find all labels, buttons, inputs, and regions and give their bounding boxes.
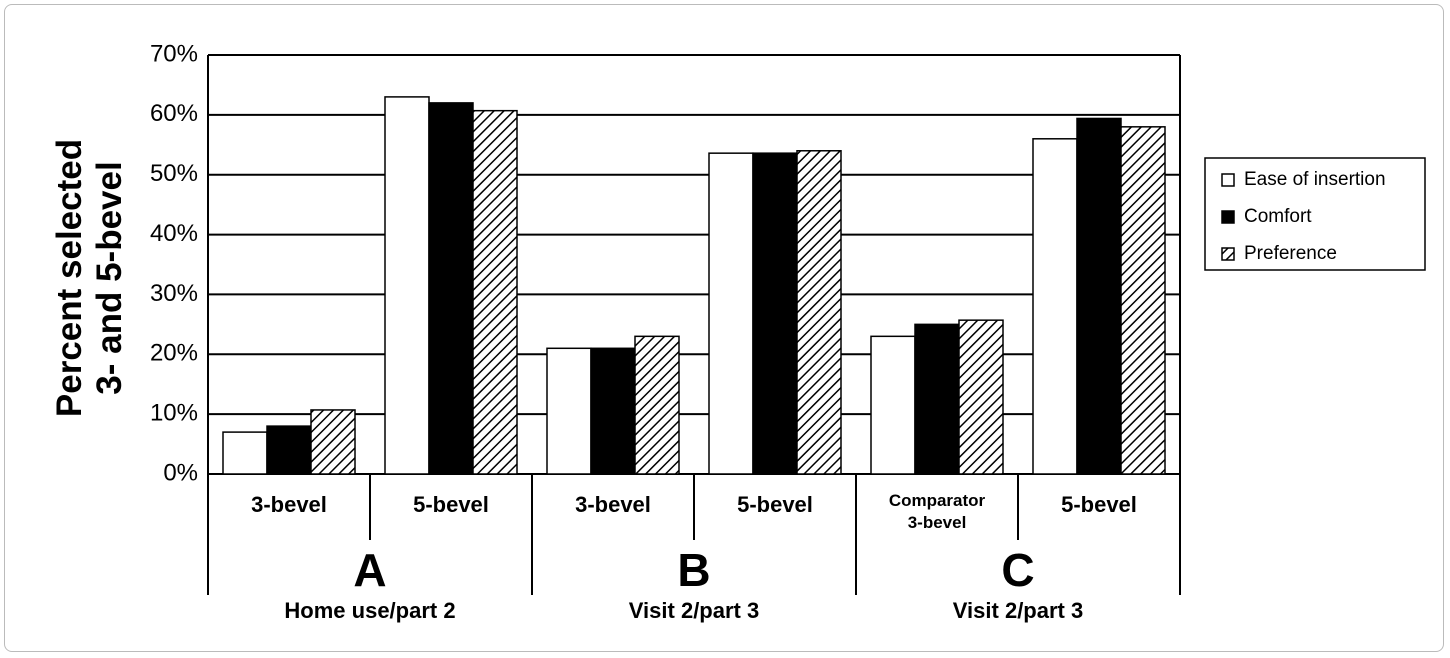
bar bbox=[958, 319, 1004, 475]
bar bbox=[796, 150, 842, 475]
bar bbox=[708, 152, 754, 475]
bar bbox=[428, 102, 474, 475]
x-tick-label: 3-bevel bbox=[251, 492, 327, 517]
legend-swatch bbox=[1221, 173, 1235, 187]
bar bbox=[310, 409, 356, 475]
group-subtitle: Visit 2/part 3 bbox=[953, 598, 1083, 623]
y-tick-label: 40% bbox=[150, 220, 198, 247]
y-tick-label: 70% bbox=[150, 40, 198, 67]
bar bbox=[590, 347, 636, 475]
legend-label: Preference bbox=[1244, 243, 1337, 264]
bar bbox=[634, 335, 680, 475]
bar bbox=[870, 335, 916, 475]
group-label: C bbox=[1001, 544, 1034, 596]
legend-box bbox=[1204, 157, 1426, 271]
legend-label: Comfort bbox=[1244, 206, 1312, 227]
legend-swatch bbox=[1221, 210, 1235, 224]
bar bbox=[384, 96, 430, 475]
legend-swatch bbox=[1221, 247, 1235, 261]
bar bbox=[222, 431, 268, 475]
x-tick-label: 3-bevel bbox=[575, 492, 651, 517]
y-axis-label: Percent selected 3- and 5-bevel bbox=[50, 138, 129, 418]
group-subtitle: Home use/part 2 bbox=[284, 598, 455, 623]
bar bbox=[1076, 117, 1122, 475]
x-tick-label: 5-bevel bbox=[1061, 492, 1137, 517]
legend-label: Ease of insertion bbox=[1244, 169, 1386, 190]
x-tick-label: 5-bevel bbox=[413, 492, 489, 517]
group-subtitle: Visit 2/part 3 bbox=[629, 598, 759, 623]
y-tick-label: 50% bbox=[150, 160, 198, 187]
group-label: B bbox=[677, 544, 710, 596]
x-tick-label: Comparator 3-bevel bbox=[888, 491, 986, 532]
bar bbox=[1120, 126, 1166, 475]
bar bbox=[1032, 138, 1078, 475]
x-tick-label: 5-bevel bbox=[737, 492, 813, 517]
bar bbox=[266, 425, 312, 475]
group-label: A bbox=[353, 544, 386, 596]
bar bbox=[752, 152, 798, 475]
bar bbox=[914, 323, 960, 475]
y-tick-label: 0% bbox=[163, 459, 198, 486]
y-tick-label: 20% bbox=[150, 340, 198, 367]
y-tick-label: 60% bbox=[150, 100, 198, 127]
bar bbox=[472, 109, 518, 475]
y-tick-label: 10% bbox=[150, 399, 198, 426]
frame bbox=[4, 4, 1444, 652]
bar bbox=[546, 347, 592, 475]
y-tick-label: 30% bbox=[150, 280, 198, 307]
